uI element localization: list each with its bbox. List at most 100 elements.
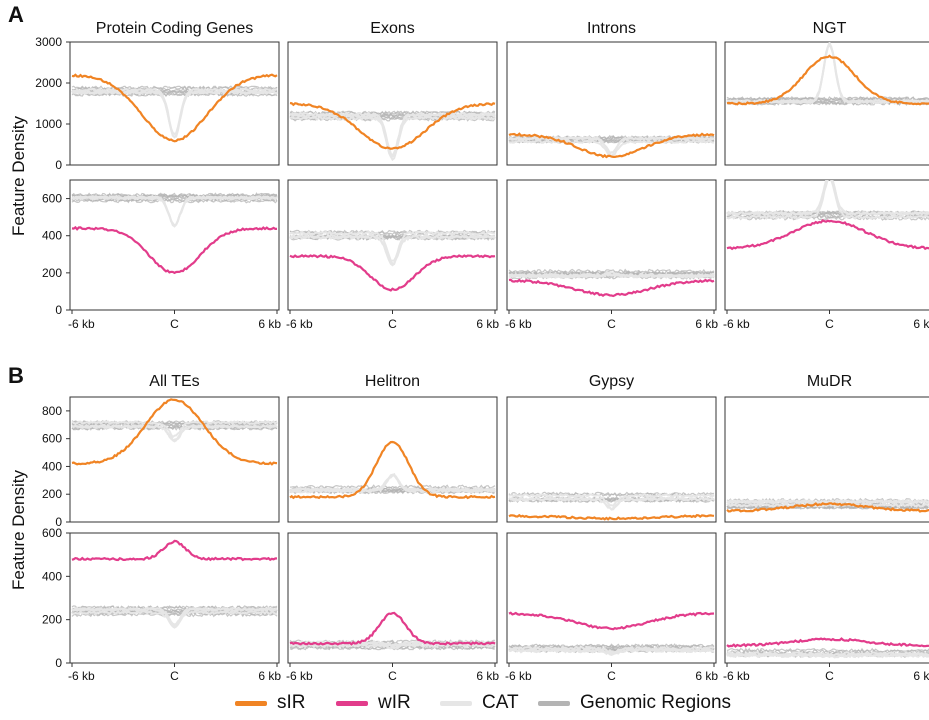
cat-line <box>71 420 278 439</box>
x-tick-label: C <box>607 669 616 683</box>
x-tick-label: C <box>607 317 616 331</box>
wir-line-exons <box>289 253 496 292</box>
wir-line-gypsy <box>508 611 715 631</box>
legend-label-sir: sIR <box>277 692 306 713</box>
wir-line-all-tes <box>71 539 278 562</box>
wir-line-introns <box>508 278 715 298</box>
y-tick-label: 200 <box>42 613 62 627</box>
legend-item-wir: wIR <box>336 688 411 718</box>
cat-line <box>71 87 278 136</box>
panel-title-ngt: NGT <box>813 20 847 37</box>
panel-title-protein-coding-genes: Protein Coding Genes <box>96 20 253 37</box>
cat-line <box>289 115 496 162</box>
panel-frame-gypsy-0 <box>506 396 717 523</box>
genomic-regions-line <box>71 610 278 617</box>
panel-frame-protein-coding-genes-0 <box>69 41 280 166</box>
genomic-regions-line <box>726 648 929 654</box>
sir-line-protein-coding-genes <box>71 73 278 143</box>
wir-line-mudr <box>726 637 929 648</box>
sir-line-all-tes <box>71 398 278 466</box>
y-tick-label: 3000 <box>35 35 62 49</box>
sir-line-ngt <box>726 54 929 106</box>
x-tick-label: -6 kb <box>723 317 750 331</box>
y-tick-label: 600 <box>42 192 62 206</box>
cat-line <box>726 180 929 220</box>
y-tick-label: 0 <box>55 158 62 172</box>
x-tick-label: C <box>170 317 179 331</box>
wir-line-ngt <box>726 219 929 251</box>
x-tick-label: C <box>388 669 397 683</box>
y-tick-label: 2000 <box>35 76 62 90</box>
x-tick-label: -6 kb <box>286 317 313 331</box>
panel-frame-exons-0 <box>287 41 498 166</box>
section-label-b: B <box>8 363 24 388</box>
genomic-regions-line <box>508 643 715 649</box>
genomic-regions-line <box>289 116 496 121</box>
cat-line <box>71 609 278 629</box>
x-tick-label: -6 kb <box>68 669 95 683</box>
y-axis-label-b: Feature Density <box>9 470 28 590</box>
panel-frame-mudr-1 <box>724 532 929 664</box>
y-tick-label: 400 <box>42 459 62 473</box>
x-tick-label: 6 kb <box>258 317 281 331</box>
sir-line-gypsy <box>508 513 715 521</box>
y-tick-label: 200 <box>42 487 62 501</box>
panel-title-exons: Exons <box>370 20 414 37</box>
legend-swatch-genomic-regions <box>538 700 570 706</box>
x-tick-label: -6 kb <box>68 317 95 331</box>
sir-line-exons <box>289 101 496 150</box>
cat-line <box>71 423 278 443</box>
y-tick-label: 600 <box>42 432 62 446</box>
x-tick-label: 6 kb <box>695 669 718 683</box>
genomic-regions-line <box>71 192 278 198</box>
legend-item-sir: sIR <box>235 688 306 718</box>
sir-line-helitron <box>289 440 496 500</box>
wir-line-helitron <box>289 611 496 646</box>
cat-line <box>508 136 715 155</box>
genomic-regions-line <box>726 647 929 653</box>
x-tick-label: 6 kb <box>695 317 718 331</box>
y-tick-label: 200 <box>42 266 62 280</box>
legend-label-wir: wIR <box>378 692 411 713</box>
y-tick-label: 400 <box>42 569 62 583</box>
panel-title-introns: Introns <box>587 20 636 37</box>
legend-swatch-wir <box>336 700 368 706</box>
cat-line <box>726 652 929 659</box>
genomic-regions-line <box>508 644 715 651</box>
cat-line <box>726 498 929 505</box>
panel-title-mudr: MuDR <box>807 373 852 390</box>
cat-line <box>289 472 496 493</box>
legend-label-cat: CAT <box>482 692 519 713</box>
x-tick-label: -6 kb <box>505 669 532 683</box>
panel-frame-introns-1 <box>506 179 717 311</box>
panel-frame-gypsy-1 <box>506 532 717 664</box>
panel-frame-introns-0 <box>506 41 717 166</box>
y-tick-label: 600 <box>42 526 62 540</box>
y-tick-label: 400 <box>42 229 62 243</box>
genomic-regions-line <box>508 268 715 274</box>
x-tick-label: -6 kb <box>723 669 750 683</box>
panel-title-all-tes: All TEs <box>149 373 199 390</box>
cat-line <box>726 42 929 104</box>
x-tick-label: 6 kb <box>913 669 929 683</box>
x-tick-label: C <box>170 669 179 683</box>
cat-line <box>508 496 715 511</box>
x-tick-label: C <box>825 669 834 683</box>
cat-line <box>289 233 496 266</box>
sir-line-introns <box>508 132 715 159</box>
cat-line <box>509 271 714 278</box>
y-tick-label: 800 <box>42 404 62 418</box>
x-tick-label: C <box>825 317 834 331</box>
y-tick-label: 0 <box>55 515 62 529</box>
legend-item-cat: CAT <box>440 688 519 718</box>
legend-swatch-sir <box>235 700 267 706</box>
cat-line <box>508 493 715 507</box>
cat-line <box>71 89 278 138</box>
y-axis-label-a: Feature Density <box>9 116 28 236</box>
x-tick-label: 6 kb <box>258 669 281 683</box>
cat-line <box>289 230 496 262</box>
x-tick-label: 6 kb <box>476 317 499 331</box>
genomic-regions-line <box>289 639 496 645</box>
panel-frame-helitron-0 <box>287 396 498 523</box>
